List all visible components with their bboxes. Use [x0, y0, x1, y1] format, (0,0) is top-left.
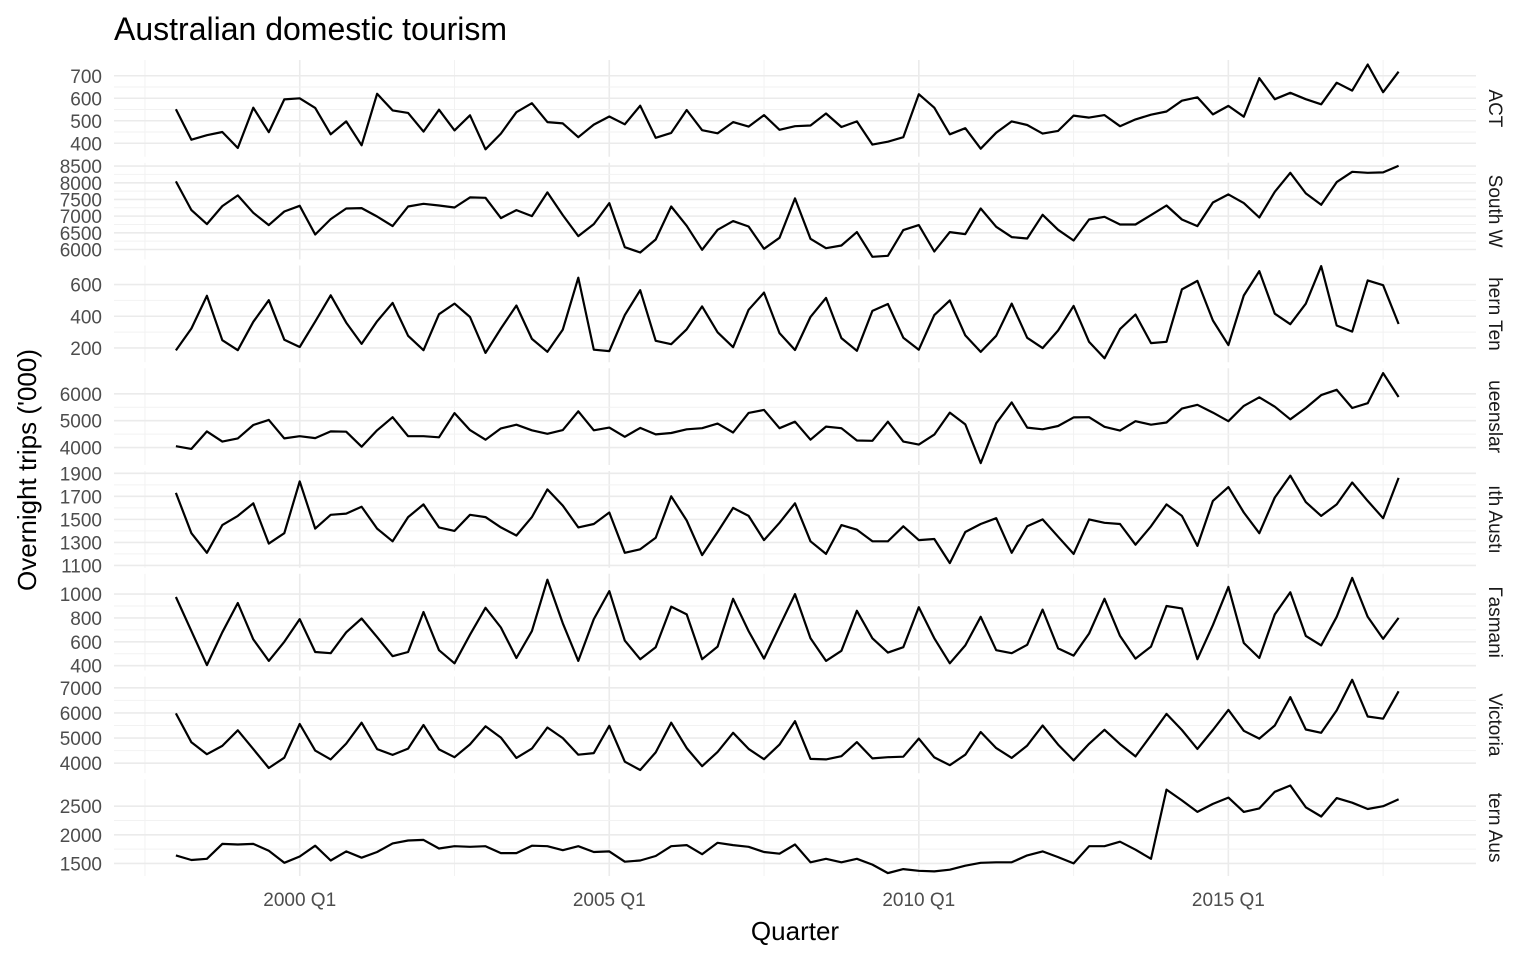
series-line-act: [174, 63, 1400, 151]
y-tick-label: 6000: [60, 704, 102, 725]
y-tick-label: 6000: [60, 385, 102, 406]
y-tick-label: 8500: [60, 157, 102, 178]
y-tick-label: 7500: [60, 190, 102, 211]
strip-label: Victoria: [1484, 693, 1505, 756]
y-tick-label: 7000: [60, 679, 102, 700]
y-tick-label: 700: [70, 67, 102, 88]
y-tick-label: 7000: [60, 207, 102, 228]
series-line-tasmania: [174, 576, 1400, 667]
panel-victoria: 4000 5000 6000 7000 Victoria: [60, 676, 1505, 775]
strip: hern Ten: [1484, 277, 1505, 351]
y-tick-label: 1500: [60, 510, 102, 531]
y-tick-label: 400: [70, 307, 102, 328]
x-tick-label: 2000 Q1: [263, 890, 336, 911]
y-tick-label: 200: [70, 339, 102, 360]
strip-label: ueenslar: [1484, 380, 1505, 454]
y-tick-label: 1100: [61, 556, 102, 577]
series-line-new-south-wales: [174, 164, 1400, 258]
y-tick-label: 2500: [60, 797, 102, 818]
strip-label: ıth Austı: [1484, 485, 1505, 554]
y-tick-label: 1900: [60, 464, 102, 485]
y-tick-label: 500: [70, 112, 102, 133]
strip-label: tern Aus: [1484, 793, 1505, 863]
y-tick-label: 5000: [60, 729, 102, 750]
y-tick-label: 1000: [60, 585, 102, 606]
strip: tern Aus: [1484, 793, 1505, 863]
y-tick-label: 1700: [60, 487, 102, 508]
y-tick-label: 800: [70, 609, 102, 630]
strip: ueenslar: [1484, 380, 1505, 454]
y-axis-title: Overnight trips ('000): [12, 349, 42, 591]
panel-northern-territory: 200 400 600 hern Ten: [70, 265, 1505, 363]
series-line-queensland: [175, 372, 1400, 465]
y-tick-label: 2000: [60, 826, 102, 847]
strip-label: Гasmani: [1484, 586, 1505, 658]
y-tick-label: 400: [70, 134, 102, 155]
y-tick-label: 400: [70, 657, 102, 678]
y-tick-label: 6000: [60, 240, 102, 261]
y-tick-label: 600: [70, 276, 102, 297]
strip: Гasmani: [1484, 586, 1505, 658]
strip: ıth Austı: [1484, 485, 1505, 554]
series-line-victoria: [174, 678, 1400, 772]
strip-label: ACT: [1484, 89, 1505, 127]
strip-label: hern Ten: [1484, 277, 1505, 351]
panel-tasmania: 400 600 800 1000 Гasmani: [60, 573, 1505, 678]
y-tick-label: 4000: [60, 754, 102, 775]
chart-title: Australian domestic tourism: [114, 11, 507, 47]
y-tick-label: 4000: [60, 439, 102, 460]
y-tick-label: 8000: [60, 174, 102, 195]
panel-queensland: 4000 5000 6000 ueenslar: [60, 368, 1505, 465]
y-tick-label: 5000: [60, 412, 102, 433]
y-tick-label: 1300: [60, 533, 102, 554]
panels-group: 400500600700ACT600065007000750080008500S…: [60, 60, 1505, 876]
panel-western-australia: 1500 2000 2500 tern Aus: [60, 779, 1505, 876]
strip: ACT: [1484, 89, 1505, 127]
x-axis: 2000 Q1 2005 Q1 2010 Q1 2015 Q1: [263, 890, 1265, 911]
x-tick-label: 2015 Q1: [1192, 890, 1265, 911]
y-tick-label: 1500: [60, 854, 102, 875]
x-axis-title: Quarter: [751, 916, 839, 946]
x-tick-label: 2005 Q1: [573, 890, 646, 911]
strip: Victoria: [1484, 693, 1505, 756]
y-tick-label: 600: [70, 89, 102, 110]
y-tick-label: 6500: [60, 224, 102, 245]
strip: South W: [1484, 175, 1505, 248]
x-tick-label: 2010 Q1: [882, 890, 955, 911]
series-line-northern-territory: [175, 265, 1400, 360]
y-tick-label: 600: [70, 633, 102, 654]
series-line-south-australia: [174, 474, 1400, 565]
strip-label: South W: [1484, 175, 1505, 248]
series-line-western-australia: [175, 784, 1400, 875]
